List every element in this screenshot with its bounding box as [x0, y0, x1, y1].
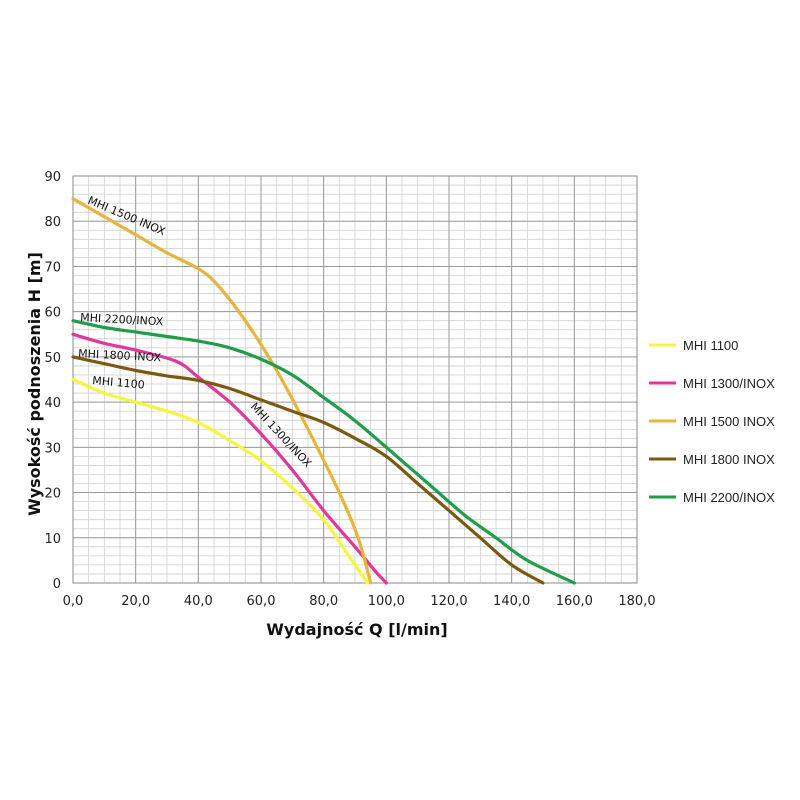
- curve-annotations: MHI 1500 INOX MHI 2200/INOX MHI 1800 INOX M…: [78, 194, 315, 470]
- y-tick-label: 50: [44, 351, 61, 366]
- series-line-3: [71, 355, 545, 585]
- grid-minor: [72, 175, 638, 584]
- x-tick-label: 60,0: [247, 594, 276, 609]
- x-tick-label: 20,0: [121, 594, 150, 609]
- y-tick-labels: 0 10 20 30 40 50 60 70 80 90: [44, 170, 61, 592]
- curve-annotation: MHI 1800 INOX: [78, 347, 162, 364]
- x-tick-label: 0,0: [63, 594, 84, 609]
- x-tick-label: 80,0: [309, 594, 338, 609]
- y-tick-label: 60: [44, 306, 61, 321]
- x-tick-labels: 0,0 20,0 40,0 60,0 80,0 100,0 120,0 140,0 160,0 1…: [63, 594, 656, 609]
- legend-label: MHI 1800 INOX: [683, 452, 775, 467]
- series-line-2: [71, 197, 373, 585]
- x-tick-label: 120,0: [430, 594, 467, 609]
- x-tick-label: 160,0: [556, 594, 593, 609]
- curve-annotation: MHI 1500 INOX: [86, 194, 168, 239]
- series-line-1: [71, 332, 388, 585]
- x-tick-label: 100,0: [368, 594, 405, 609]
- y-tick-label: 80: [44, 215, 61, 230]
- series-line-4: [71, 319, 576, 585]
- y-tick-label: 40: [44, 396, 61, 411]
- legend-label: MHI 1500 INOX: [683, 414, 775, 429]
- curve-annotation: MHI 1100: [92, 374, 145, 392]
- legend: MHI 1100 MHI 1300/INOX MHI 1500 INOX MHI 18…: [649, 338, 775, 505]
- x-tick-label: 180,0: [618, 594, 655, 609]
- y-tick-label: 70: [44, 260, 61, 275]
- legend-label: MHI 1300/INOX: [683, 376, 775, 391]
- legend-label: MHI 1100: [683, 338, 738, 353]
- x-tick-label: 140,0: [493, 594, 530, 609]
- y-tick-label: 30: [44, 441, 61, 456]
- x-axis-label: Wydajność Q [l/min]: [266, 620, 447, 639]
- y-tick-label: 0: [53, 577, 61, 592]
- series-line-0: [71, 377, 370, 585]
- y-tick-label: 20: [44, 487, 61, 502]
- legend-label: MHI 2200/INOX: [683, 490, 775, 505]
- y-tick-label: 90: [44, 170, 61, 185]
- series-curves: [71, 197, 576, 585]
- curve-annotation: MHI 2200/INOX: [80, 311, 164, 328]
- y-tick-label: 10: [44, 532, 61, 547]
- x-tick-label: 40,0: [184, 594, 213, 609]
- y-axis-label: Wysokość podnoszenia H [m]: [25, 252, 44, 516]
